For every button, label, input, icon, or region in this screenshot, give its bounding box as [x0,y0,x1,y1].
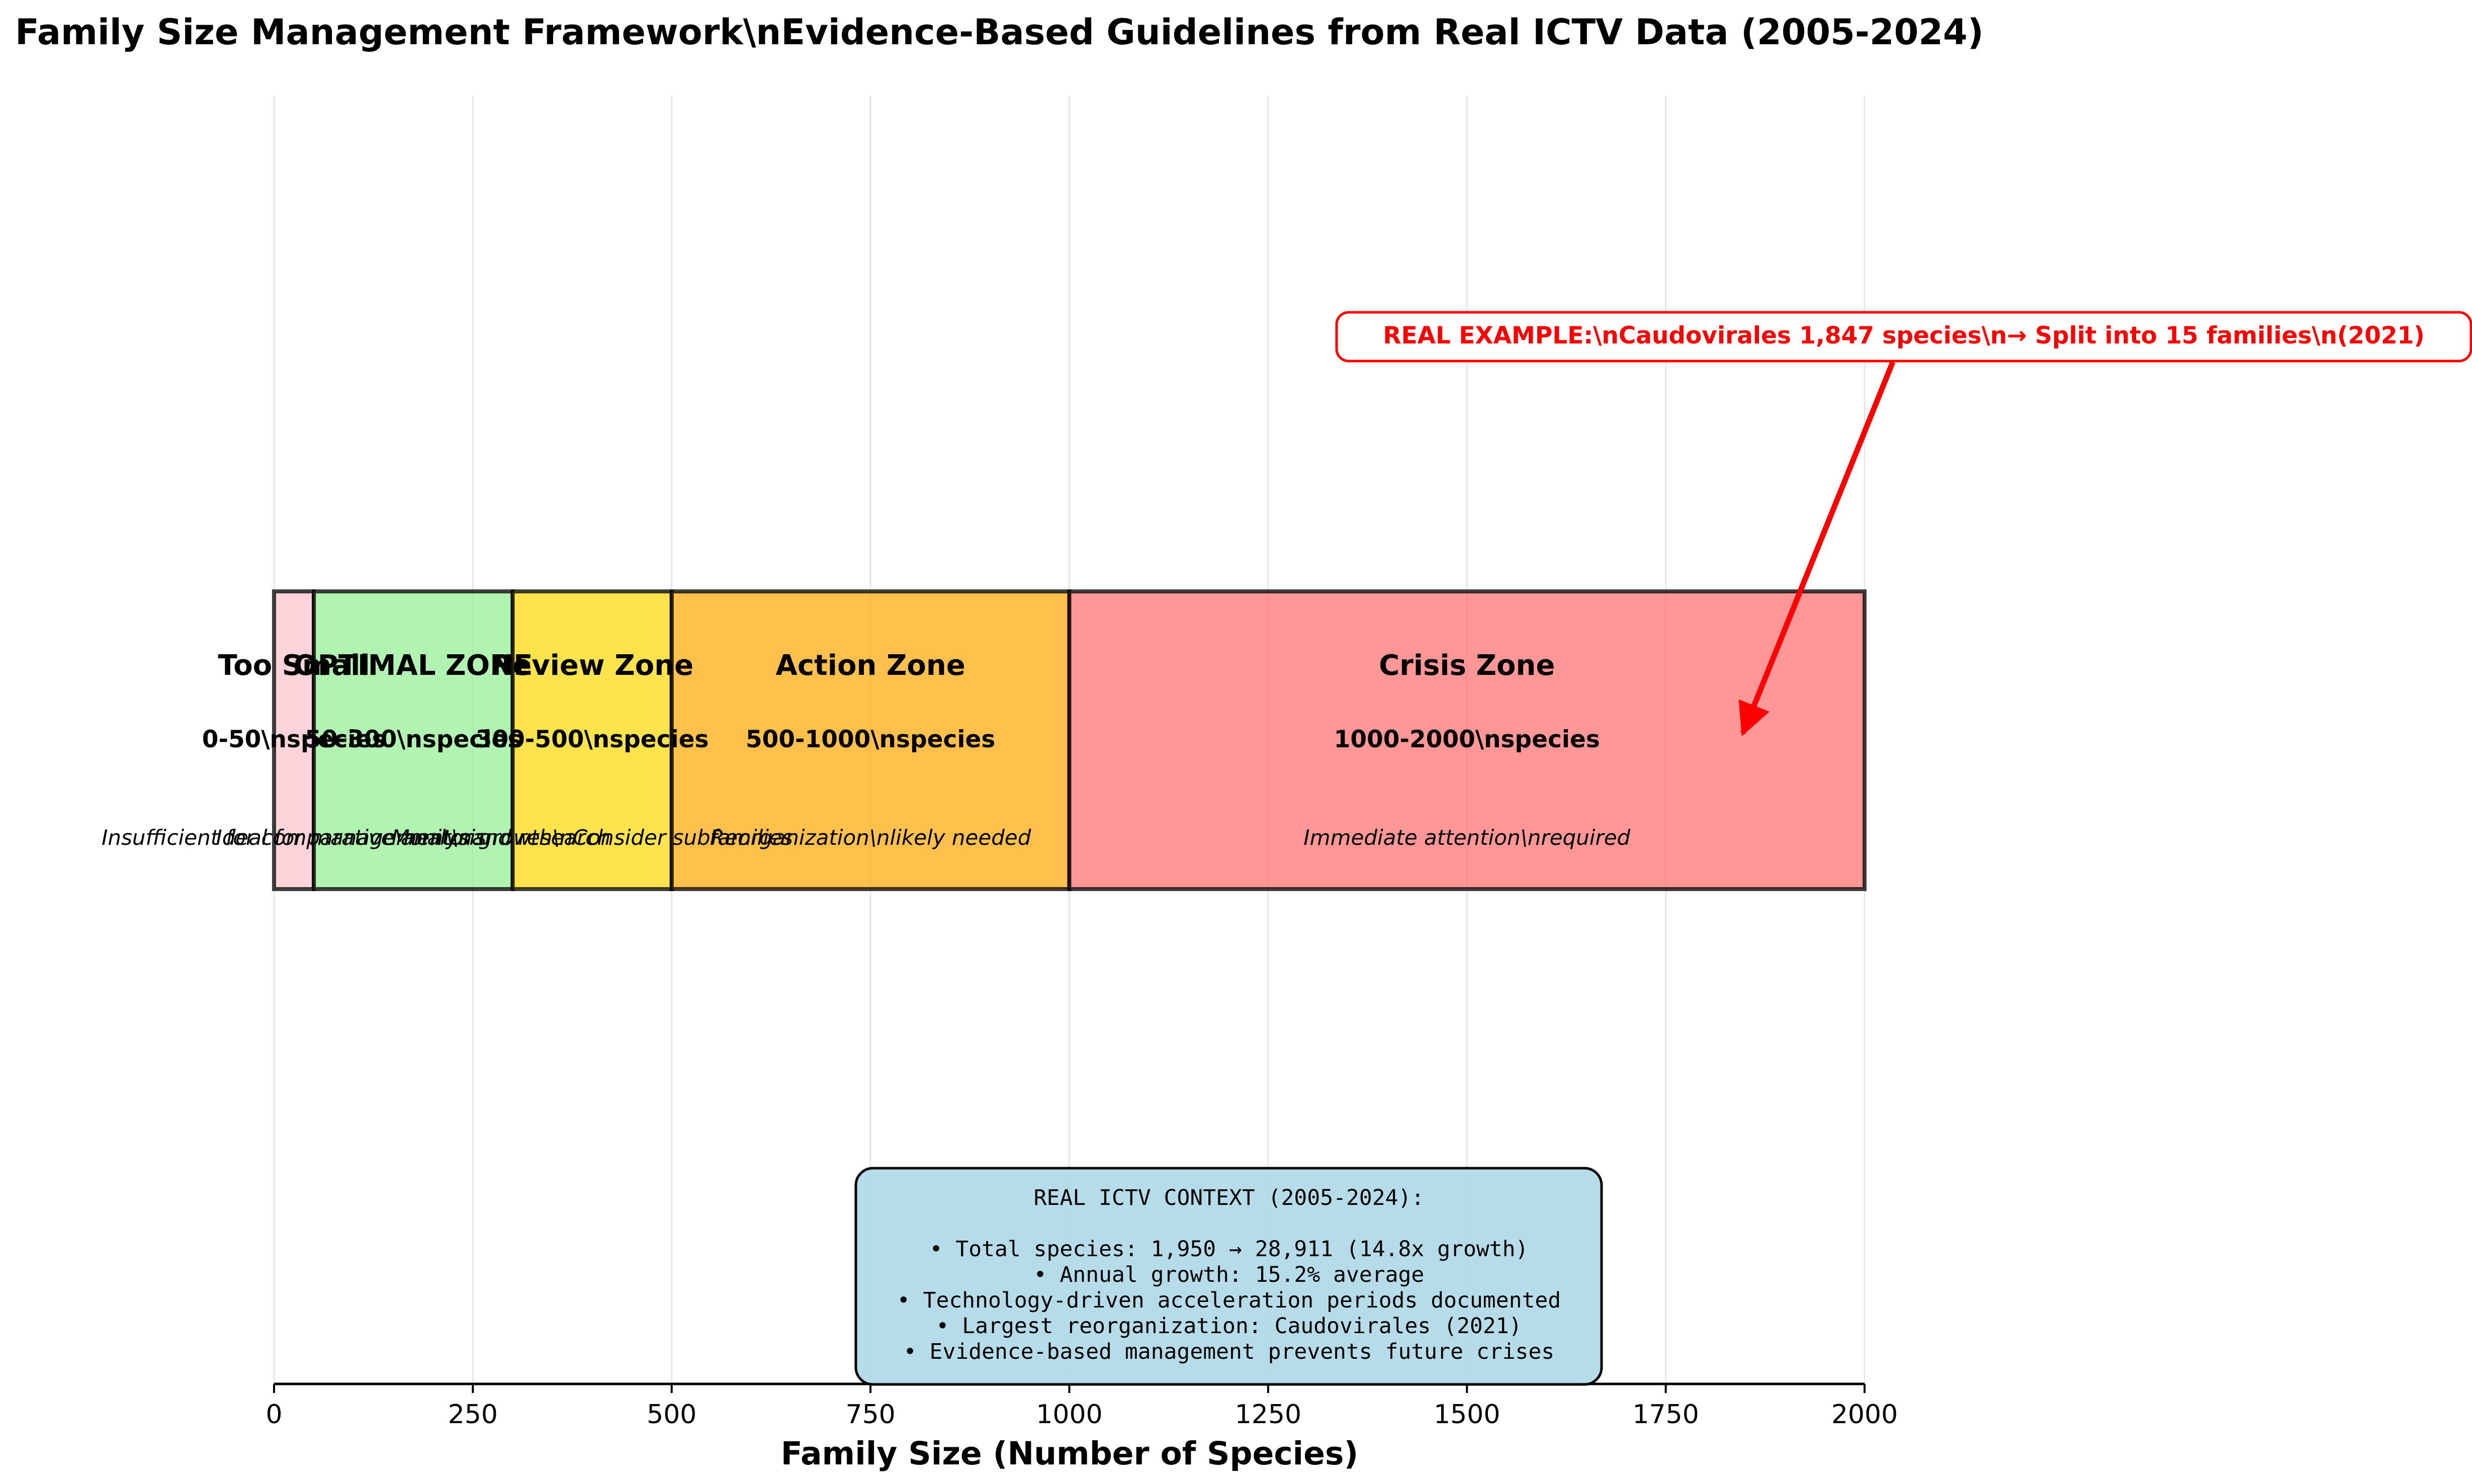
zone-bar-3 [669,589,1072,891]
x-tick-label-7: 1750 [1632,1400,1699,1430]
annotation-arrow [1738,361,1896,737]
zone-bar-4 [1067,589,1867,891]
annotation: REAL EXAMPLE:\nCaudovirales 1,847 specie… [1335,311,2472,737]
x-tick-label-2: 500 [647,1400,696,1430]
zone-description-2: Monitor growth\nConsider subfamilies [391,825,792,850]
x-tick-label-3: 750 [845,1400,895,1430]
x-tick-label-5: 1250 [1235,1400,1301,1430]
zone-name-4: Crisis Zone [1379,649,1555,682]
context-box: REAL ICTV CONTEXT (2005-2024): • Total s… [854,1167,1603,1386]
x-tick-label-1: 250 [448,1400,498,1430]
x-axis: 0 250 500 750 1000 1250 1500 1750 2000 [266,1382,1898,1430]
zone-description-0: Insufficient for comparative analysis [102,825,486,850]
zone-range-2: 300-500\nspecies [476,726,709,753]
zone-name-3: Action Zone [775,649,965,682]
annotation-box [1335,311,2472,363]
zone-description-4: Immediate attention\nrequired [1303,825,1630,850]
chart-title: Family Size Management Framework\nEviden… [15,12,1984,53]
zones: Too Small 0-50\nspecies Insufficient for c… [102,589,1867,891]
x-axis-label: Family Size (Number of Species) [781,1435,1359,1472]
x-tick-label-0: 0 [266,1400,282,1430]
context-line-2: • Annual growth: 15.2% average [1034,1262,1425,1287]
zone-range-0: 0-50\nspecies [202,726,386,753]
context-title: REAL ICTV CONTEXT (2005-2024): [1034,1185,1425,1210]
x-tick-label-6: 1500 [1434,1400,1500,1430]
zone-name-1: OPTIMAL ZONE [294,649,533,682]
zone-range-1: 50-300\nspecies [305,726,521,753]
annotation-text: REAL EXAMPLE:\nCaudovirales 1,847 specie… [1383,322,2424,350]
x-tick-label-8: 2000 [1831,1400,1898,1430]
context-box-background [854,1167,1603,1386]
context-line-3: • Technology-driven acceleration periods… [897,1288,1561,1313]
zone-name-2: Review Zone [491,649,693,682]
zone-range-3: 500-1000\nspecies [746,726,995,753]
zone-description-1: Ideal for management\nand research [216,825,610,850]
x-tick-label-4: 1000 [1036,1400,1102,1430]
zone-bar-2 [510,589,674,891]
zone-name-0: Too Small [218,649,370,682]
zone-bar-1 [312,589,515,891]
context-line-1: • Total species: 1,950 → 28,911 (14.8x g… [930,1237,1529,1262]
context-line-5: • Evidence-based management prevents fut… [904,1339,1554,1364]
zone-description-3: Reorganization\nlikely needed [710,825,1031,850]
zone-range-4: 1000-2000\nspecies [1334,726,1600,753]
context-line-4: • Largest reorganization: Caudovirales (… [936,1314,1522,1339]
